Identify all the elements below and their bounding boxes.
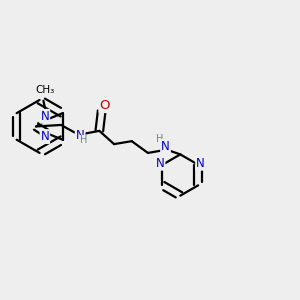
Text: N: N bbox=[196, 157, 205, 170]
Text: N: N bbox=[76, 129, 85, 142]
Text: N: N bbox=[156, 157, 164, 170]
Text: O: O bbox=[99, 99, 110, 112]
Text: N: N bbox=[40, 110, 49, 123]
Text: H: H bbox=[156, 134, 164, 144]
Text: H: H bbox=[80, 135, 87, 145]
Text: N: N bbox=[40, 130, 49, 143]
Text: N: N bbox=[161, 140, 170, 153]
Text: CH₃: CH₃ bbox=[35, 85, 55, 95]
